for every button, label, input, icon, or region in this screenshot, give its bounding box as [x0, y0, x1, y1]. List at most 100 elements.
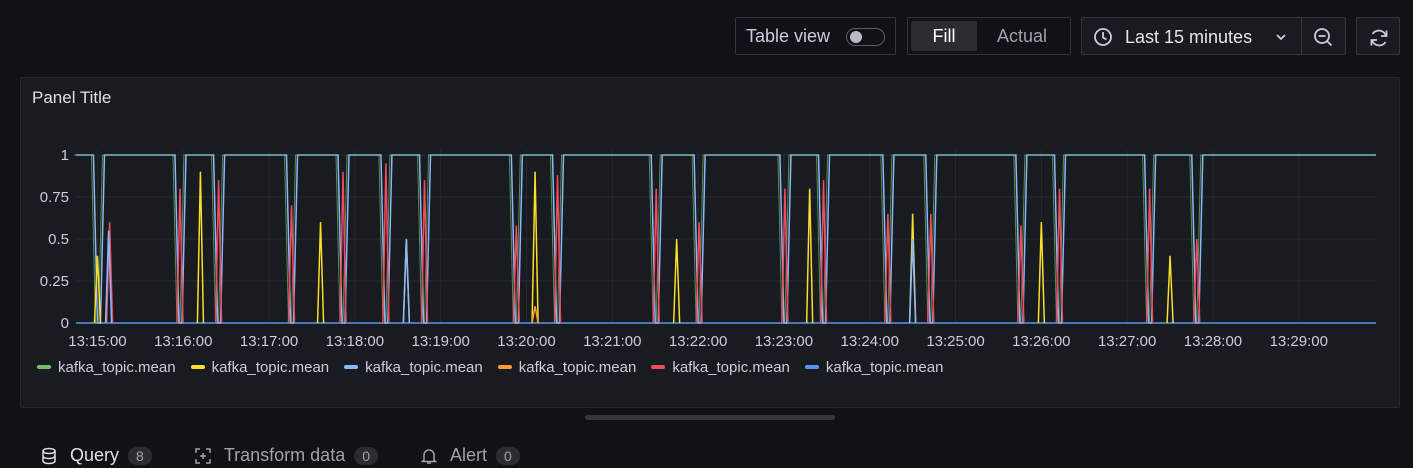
series-spike-yellow — [672, 238, 681, 324]
y-tick-label: 0.25 — [40, 273, 69, 290]
y-tick-label: 1 — [61, 147, 69, 164]
chart-legend: kafka_topic.mean kafka_topic.mean kafka_to… — [37, 357, 958, 377]
x-tick-label: 13:19:00 — [411, 333, 469, 348]
tab-transform-data[interactable]: Transform data 0 — [194, 445, 379, 466]
y-tick-label: 0 — [61, 315, 69, 332]
panel-title: Panel Title — [32, 88, 112, 107]
series-spike-red — [1193, 238, 1201, 324]
series-spike-orange — [531, 306, 539, 324]
x-tick-label: 13:17:00 — [240, 333, 298, 348]
x-tick-label: 13:29:00 — [1270, 333, 1328, 348]
tab-query-count: 8 — [128, 446, 152, 465]
refresh-icon — [1370, 29, 1388, 47]
legend-label: kafka_topic.mean — [518, 358, 637, 376]
series-spike-blue — [104, 230, 113, 324]
series-spike-red — [176, 188, 184, 324]
legend-swatch — [651, 365, 666, 369]
time-range-label: Last 15 minutes — [1125, 27, 1253, 47]
legend-item[interactable]: kafka_topic.mean — [651, 357, 790, 377]
zoom-out-icon[interactable] — [1313, 27, 1333, 47]
editor-tabs: Query 8 Transform data 0 Alert 0 — [40, 445, 562, 466]
series-spike-yellow — [1037, 222, 1046, 324]
divider — [1301, 18, 1302, 54]
timeseries-panel[interactable]: Panel Title 1 0.75 0.5 0.25 0 13:15:00 13:16:0… — [20, 77, 1400, 408]
series-spike-red — [339, 171, 347, 324]
x-tick-label: 13:24:00 — [841, 333, 899, 348]
legend-swatch — [344, 365, 359, 369]
series-spike-yellow — [1166, 255, 1174, 324]
series-spike-yellow — [93, 255, 102, 324]
series-spike-red — [382, 163, 390, 324]
chart-series — [74, 154, 1376, 324]
legend-item[interactable]: kafka_topic.mean — [344, 357, 483, 377]
tab-query[interactable]: Query 8 — [40, 445, 152, 466]
series-spike-red — [1017, 225, 1025, 324]
series-spike-red — [1145, 188, 1154, 324]
tab-alert-label: Alert — [450, 445, 488, 465]
chart-grid — [76, 150, 1376, 324]
series-green-line — [74, 154, 1374, 324]
clock-icon — [1094, 28, 1112, 46]
legend-item[interactable]: kafka_topic.mean — [497, 357, 637, 377]
series-spike-red — [695, 222, 703, 324]
series-spike-red — [512, 225, 521, 324]
time-range-picker[interactable]: Last 15 minutes — [1081, 17, 1346, 55]
legend-label: kafka_topic.mean — [672, 358, 790, 376]
chevron-down-icon — [1276, 34, 1286, 41]
x-tick-label: 13:20:00 — [497, 333, 555, 348]
series-spike-red — [214, 180, 223, 324]
switch-knob — [850, 31, 862, 43]
y-tick-label: 0.5 — [48, 231, 69, 248]
series-spike-red — [1055, 188, 1064, 324]
fill-actual-toggle: Fill Actual — [907, 17, 1071, 55]
table-view-label: Table view — [746, 25, 831, 46]
timeseries-chart[interactable]: 1 0.75 0.5 0.25 013:15:00 13:16:00 13:17:00 13:… — [21, 78, 1399, 348]
legend-label: kafka_topic.mean — [825, 358, 944, 376]
legend-label: kafka_topic.mean — [365, 358, 483, 376]
series-spike-blue — [402, 238, 411, 324]
series-spike-red — [927, 213, 935, 324]
transform-icon — [194, 447, 212, 465]
tab-alert[interactable]: Alert 0 — [420, 445, 520, 466]
chart-axes: 1 0.75 0.5 0.25 013:15:00 13:16:00 13:17:00 13:… — [40, 147, 1328, 348]
x-tick-label: 13:27:00 — [1098, 333, 1156, 348]
series-spike-red — [884, 213, 892, 324]
panel-toolbar: Table view Fill Actual Last 15 minutes — [0, 17, 1413, 57]
series-spike-yellow — [316, 222, 325, 324]
bell-icon — [420, 447, 438, 465]
x-tick-label: 13:25:00 — [926, 333, 984, 348]
table-view-toggle[interactable]: Table view — [735, 17, 896, 55]
legend-swatch — [190, 365, 205, 369]
resize-handle[interactable] — [585, 415, 835, 420]
x-tick-label: 13:28:00 — [1184, 333, 1242, 348]
refresh-button[interactable] — [1356, 17, 1400, 55]
fill-option[interactable]: Fill — [911, 21, 977, 51]
series-spike-yellow — [805, 188, 814, 324]
series-spike-red — [287, 205, 296, 324]
x-tick-label: 13:22:00 — [669, 333, 727, 348]
x-tick-label: 13:26:00 — [1012, 333, 1070, 348]
database-icon — [40, 447, 58, 465]
x-tick-label: 13:16:00 — [154, 333, 212, 348]
series-spike-red — [652, 188, 660, 324]
actual-option[interactable]: Actual — [996, 25, 1048, 46]
x-tick-label: 13:18:00 — [326, 333, 384, 348]
series-spike-red — [420, 180, 429, 324]
series-spike-yellow — [196, 171, 205, 324]
legend-item[interactable]: kafka_topic.mean — [190, 357, 330, 377]
x-tick-label: 13:23:00 — [755, 333, 813, 348]
series-spike-red — [553, 175, 562, 324]
tab-query-label: Query — [70, 445, 120, 465]
y-tick-label: 0.75 — [40, 189, 69, 206]
tab-transform-label: Transform data — [223, 445, 346, 465]
legend-item[interactable]: kafka_topic.mean — [804, 357, 944, 377]
series-spike-yellow — [531, 171, 539, 324]
legend-item[interactable]: kafka_topic.mean — [37, 357, 176, 377]
x-tick-label: 13:15:00 — [68, 333, 126, 348]
table-view-switch[interactable] — [846, 28, 885, 46]
x-tick-label: 13:21:00 — [583, 333, 641, 348]
tab-transform-count: 0 — [354, 446, 379, 465]
legend-label: kafka_topic.mean — [211, 358, 330, 376]
series-spike-blue — [908, 238, 917, 324]
legend-swatch — [497, 365, 512, 369]
